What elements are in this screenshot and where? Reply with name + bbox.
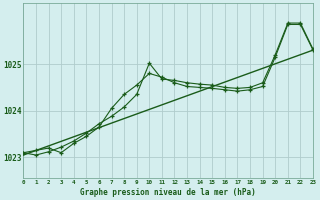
X-axis label: Graphe pression niveau de la mer (hPa): Graphe pression niveau de la mer (hPa) (80, 188, 256, 197)
